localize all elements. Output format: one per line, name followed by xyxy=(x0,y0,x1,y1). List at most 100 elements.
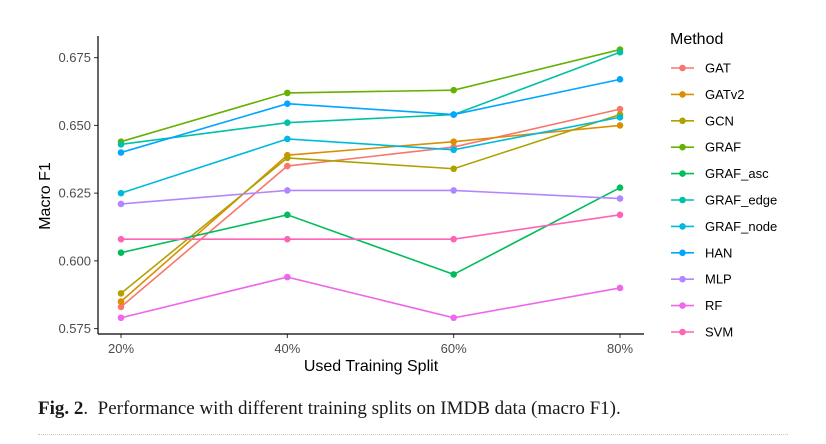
legend-item-svm: SVM xyxy=(671,325,733,340)
caption-text: Performance with different training spli… xyxy=(97,398,621,419)
data-point-gat xyxy=(616,105,624,113)
data-point-gat xyxy=(117,303,125,311)
legend-label: GRAF xyxy=(705,140,741,155)
series-line-graf xyxy=(120,48,621,143)
data-point-graf-node xyxy=(284,135,291,143)
data-point-mlp xyxy=(117,200,125,208)
y-tick-label: 0.575 xyxy=(58,321,91,336)
legend-label: GAT xyxy=(705,61,731,76)
y-tick-label: 0.625 xyxy=(58,186,91,201)
legend-label: GATv2 xyxy=(705,87,745,102)
legend-item-graf-edge: GRAF_edge xyxy=(671,193,777,208)
data-point-graf xyxy=(284,89,291,97)
data-point-rf xyxy=(616,284,624,292)
data-point-gcn xyxy=(450,165,457,173)
legend-item-gcn: GCN xyxy=(671,113,734,128)
figure-caption: Fig. 2. Performance with different train… xyxy=(38,398,621,419)
x-tick-label: 80% xyxy=(607,341,633,356)
series-graf-node xyxy=(117,113,624,197)
data-point-svm xyxy=(284,235,291,243)
series-line-graf-edge xyxy=(120,51,621,146)
data-point-graf-edge xyxy=(117,141,125,148)
data-point-graf-edge xyxy=(284,119,291,126)
data-point-han xyxy=(284,100,291,108)
data-point-mlp xyxy=(284,187,291,194)
legend-swatch-point xyxy=(679,196,686,204)
x-tick-label: 40% xyxy=(274,341,300,356)
data-point-gatv2 xyxy=(616,122,624,129)
y-tick-label: 0.675 xyxy=(58,50,91,65)
data-point-gcn xyxy=(284,154,291,162)
series-line-mlp xyxy=(120,189,621,205)
x-tick-label: 60% xyxy=(441,341,467,356)
data-point-graf-asc xyxy=(616,184,624,192)
legend-swatch-point xyxy=(679,249,686,257)
legend-swatch-point xyxy=(679,275,686,283)
data-point-rf xyxy=(450,314,457,322)
y-tick-label: 0.600 xyxy=(58,253,91,268)
data-point-graf-edge xyxy=(616,48,624,56)
legend-item-gat: GAT xyxy=(671,61,731,76)
data-point-gatv2 xyxy=(450,138,457,145)
series-rf xyxy=(117,273,624,322)
legend-swatch-point xyxy=(679,64,686,72)
data-point-svm xyxy=(117,235,125,243)
series-graf xyxy=(117,46,624,145)
data-point-han xyxy=(616,76,624,83)
data-point-gat xyxy=(284,162,291,170)
series-gcn xyxy=(117,111,624,297)
series-line-han xyxy=(120,78,621,154)
series-layer xyxy=(117,46,624,322)
data-point-graf xyxy=(450,86,457,94)
legend-item-gatv2: GATv2 xyxy=(671,87,745,102)
x-tick-label: 20% xyxy=(108,341,134,356)
data-point-gcn xyxy=(117,290,125,297)
series-line-rf xyxy=(120,276,621,319)
data-point-graf-asc xyxy=(284,211,291,219)
y-axis-title: Macro F1 xyxy=(37,162,54,230)
series-gat xyxy=(117,105,624,311)
series-line-graf-asc xyxy=(120,186,621,276)
data-point-mlp xyxy=(616,195,624,202)
legend-label: GRAF_node xyxy=(705,219,777,234)
data-point-gatv2 xyxy=(117,298,125,305)
data-point-svm xyxy=(616,211,624,219)
legend-label: GRAF_edge xyxy=(705,193,777,208)
legend-item-graf: GRAF xyxy=(671,140,741,155)
series-mlp xyxy=(117,187,624,208)
data-point-graf-node xyxy=(117,189,125,197)
data-point-graf-node xyxy=(616,113,624,121)
data-point-svm xyxy=(450,235,457,243)
legend: Method GAT GATv2 GCN GRAF GRAF_asc GRAF_edge G… xyxy=(670,31,777,340)
legend-swatch-point xyxy=(679,328,686,336)
data-point-han xyxy=(117,149,125,156)
data-point-mlp xyxy=(450,187,457,194)
data-point-graf-asc xyxy=(117,249,125,257)
divider xyxy=(38,434,788,435)
series-line-svm xyxy=(121,214,621,240)
legend-label: GCN xyxy=(705,113,734,128)
legend-swatch-point xyxy=(679,143,686,151)
series-line-gcn xyxy=(120,113,621,294)
figure-label: Fig. 2 xyxy=(38,398,84,419)
legend-item-han: HAN xyxy=(671,245,732,260)
series-svm xyxy=(117,211,624,243)
y-axis-ticks: 0.575 0.600 0.625 0.650 0.675 xyxy=(58,50,98,336)
legend-item-mlp: MLP xyxy=(671,272,732,287)
legend-item-rf: RF xyxy=(671,298,722,313)
legend-label: SVM xyxy=(705,325,733,340)
legend-item-graf-asc: GRAF_asc xyxy=(671,166,769,181)
data-point-rf xyxy=(117,314,125,322)
data-point-graf-asc xyxy=(450,271,457,278)
y-tick-label: 0.650 xyxy=(58,118,91,133)
legend-label: HAN xyxy=(705,245,732,260)
legend-swatch-point xyxy=(679,117,686,125)
data-point-han xyxy=(450,111,457,118)
data-point-rf xyxy=(284,273,291,281)
series-graf-asc xyxy=(117,184,624,278)
legend-label: GRAF_asc xyxy=(705,166,769,181)
legend-swatch-point xyxy=(679,91,686,98)
legend-swatch-point xyxy=(679,170,686,177)
legend-label: RF xyxy=(705,298,722,313)
legend-swatch-point xyxy=(679,223,686,230)
